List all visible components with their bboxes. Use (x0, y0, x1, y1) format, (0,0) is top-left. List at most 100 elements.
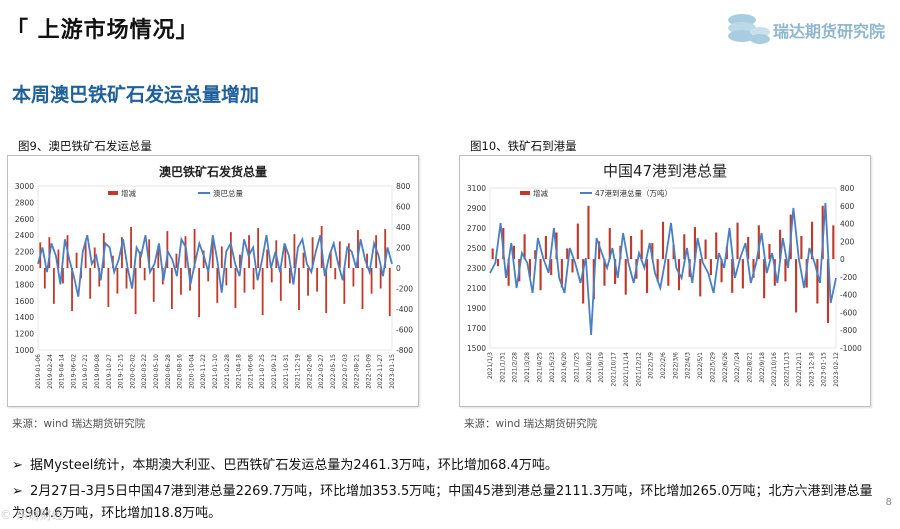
bar-mark (239, 254, 241, 268)
x-tick-label: 2022/1/9 (648, 352, 655, 379)
bar-mark (57, 249, 60, 268)
bar-mark (43, 268, 46, 289)
bar-mark (816, 259, 819, 304)
bar-mark (234, 268, 237, 308)
bar-mark (211, 238, 214, 268)
bar-mark (270, 268, 273, 283)
bar-mark (741, 259, 744, 289)
bar-mark (539, 259, 542, 291)
bar-mark (528, 259, 531, 277)
x-tick-label: 2021/3/28 (524, 352, 531, 383)
x-tick-label: 2020-06-28 (165, 354, 172, 389)
x-tick-label: 2021-07-25 (259, 354, 266, 389)
bar-mark (370, 268, 373, 294)
bar-mark (52, 268, 55, 304)
company-logo (722, 8, 894, 54)
x-tick-label: 2022/2/6 (660, 352, 667, 379)
y-right-tick-label: -800 (396, 346, 413, 355)
bar-mark (810, 221, 814, 260)
x-tick-label: 2022/12/11 (796, 352, 803, 387)
bar-mark (661, 221, 665, 260)
x-tick-label: 2020-02-02 (129, 354, 136, 389)
y-left-tick-label: 1400 (15, 313, 34, 322)
bar-mark (795, 259, 798, 313)
figure-source-1: 来源：wind 瑞达期货研究院 (12, 418, 146, 430)
x-tick-label: 2022/5/29 (709, 352, 716, 383)
x-tick-label: 2021/4/25 (536, 352, 543, 383)
bar-mark (736, 222, 739, 260)
page-number: 8 (885, 497, 892, 508)
x-tick-label: 2022/10/16 (771, 352, 778, 387)
x-tick-label: 2019-10-27 (106, 354, 113, 389)
y-right-tick-label: 200 (396, 244, 411, 253)
bar-mark (257, 228, 260, 268)
bar-mark (338, 241, 341, 268)
bar-mark (225, 268, 228, 286)
bar-mark (683, 234, 686, 260)
bar-mark (608, 228, 611, 260)
y-right-tick-label: -600 (840, 308, 857, 317)
bar-mark (143, 268, 146, 281)
bar-mark (375, 235, 378, 268)
x-tick-label: 2020-08-16 (177, 354, 184, 389)
y-right-tick-label: 400 (396, 223, 411, 232)
bar-mark (491, 248, 494, 260)
x-tick-label: 2021-02-28 (224, 354, 231, 389)
bar-mark (311, 237, 314, 268)
y-left-tick-label: 3100 (467, 184, 486, 193)
bar-mark (293, 234, 296, 268)
bar-mark (640, 229, 643, 260)
bullet-text-1: 据Mysteel统计，本期澳大利亚、巴西铁矿石发运总量为2461.3万吨，环比增… (30, 458, 558, 473)
bar-mark (252, 268, 255, 290)
x-tick-label: 2019-04-14 (59, 354, 66, 389)
bar-mark (566, 248, 569, 260)
y-right-tick-label: -200 (396, 285, 413, 294)
bar-mark (361, 268, 364, 309)
x-tick-label: 2022/4/3 (685, 352, 692, 379)
y-right-tick-label: -1000 (840, 344, 862, 353)
watermark: © 东财财经 (0, 508, 64, 522)
bar-mark (139, 251, 142, 268)
bar-mark (279, 268, 282, 301)
legend-label-line: 47港到港总量（万吨） (595, 188, 672, 198)
bar-mark (560, 259, 563, 288)
bar-mark (207, 268, 210, 282)
bullet-item-1: ➢ 据Mysteel统计，本期澳大利亚、巴西铁矿石发运总量为2461.3万吨，环比… (12, 455, 872, 477)
legend-label-bar: 增减 (533, 188, 548, 198)
x-tick-label: 2022/11/13 (784, 352, 791, 387)
coin-stack-icon (728, 14, 770, 44)
bar-mark (170, 268, 173, 309)
bar-mark (116, 268, 119, 294)
bar-mark (62, 268, 64, 284)
legend-swatch-bar (520, 191, 530, 195)
y-right-tick-label: 600 (396, 203, 411, 212)
x-tick-label: 2019-09-08 (94, 354, 101, 389)
bar-mark (202, 250, 205, 268)
bar-mark (629, 236, 633, 260)
bar-mark (507, 259, 510, 286)
bar-mark (624, 259, 627, 295)
bar-mark (826, 259, 830, 324)
bar-mark (832, 225, 835, 260)
bar-mark (288, 268, 291, 284)
bar-mark (184, 236, 187, 268)
y-left-tick-label: 2000 (15, 264, 34, 273)
bar-mark (699, 259, 702, 297)
legend-label-line: 澳巴总量 (213, 188, 243, 198)
y-left-tick-label: 2300 (467, 264, 486, 273)
y-left-tick-label: 3000 (15, 182, 34, 191)
legend-swatch-bar (108, 191, 118, 195)
y-right-tick-label: 0 (396, 264, 401, 273)
bar-mark (220, 246, 223, 268)
figure-source-2: 来源：wind 瑞达期货研究院 (464, 418, 598, 430)
plot-area (489, 187, 837, 349)
bar-mark (763, 259, 766, 299)
page-title: 「 上游市场情况」 (6, 18, 199, 43)
section-subtitle: 本周澳巴铁矿石发运总量增加 (12, 84, 260, 106)
bar-mark (720, 259, 723, 283)
bar-mark (715, 232, 718, 260)
y-left-tick-label: 1900 (467, 304, 486, 313)
x-tick-label: 2021/6/20 (561, 352, 568, 383)
bar-mark (198, 268, 201, 318)
